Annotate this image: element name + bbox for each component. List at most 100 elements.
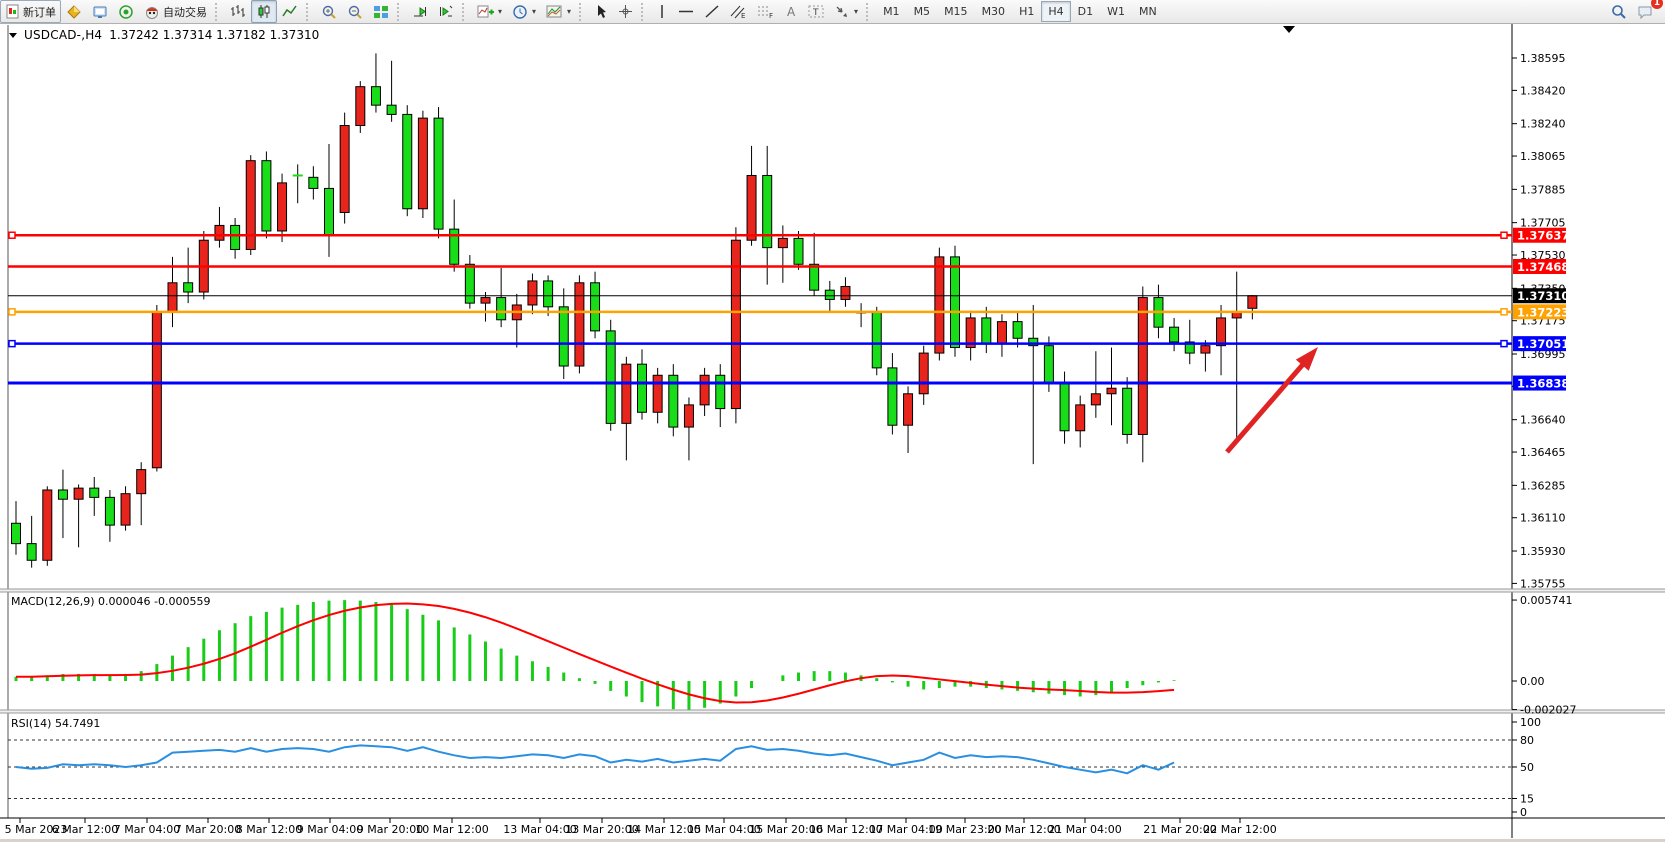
fibonacci-button[interactable]: F: [752, 0, 779, 23]
rsi-line: [15, 744, 1175, 775]
trend-arrow-head[interactable]: [1295, 347, 1318, 371]
periods-button[interactable]: ▾: [507, 0, 541, 23]
candle-bull: [480, 297, 491, 304]
chart-shift-marker[interactable]: [1283, 26, 1295, 33]
text-label-button[interactable]: T: [803, 0, 829, 23]
price-tick-label: 1.37705: [1520, 217, 1566, 230]
candle-bear: [26, 543, 37, 561]
timeframe-w1[interactable]: W1: [1107, 5, 1125, 18]
tile-windows-button[interactable]: [368, 0, 394, 23]
hline-anchor[interactable]: [8, 231, 16, 239]
candle-bull: [777, 237, 788, 249]
zoom-out-button[interactable]: [342, 0, 368, 23]
hline-anchor[interactable]: [8, 339, 16, 348]
price-badge-label: 1.37637: [1517, 229, 1569, 243]
hline-anchor[interactable]: [1500, 308, 1508, 316]
svg-text:T: T: [812, 8, 819, 18]
auto-trading-button[interactable]: 自动交易: [139, 0, 212, 23]
horizontal-line-button[interactable]: [673, 0, 699, 23]
price-tick-label: 1.37530: [1520, 249, 1566, 262]
candle-bull: [1200, 345, 1211, 354]
crosshair-icon: [619, 5, 633, 18]
candle-bull: [277, 182, 288, 232]
candle-bull: [1231, 311, 1242, 319]
timeframe-h4[interactable]: H4: [1041, 1, 1071, 22]
toolbar-grip[interactable]: [579, 2, 586, 21]
candle-bear: [887, 367, 898, 426]
chart-shift-button[interactable]: [433, 0, 459, 23]
indicators-button[interactable]: ▾: [472, 0, 507, 23]
time-tick-label: 7 Mar 20:00: [175, 823, 241, 836]
signal-icon: [119, 4, 133, 19]
candle-bull: [1216, 317, 1227, 347]
arrows-button[interactable]: ▾: [829, 0, 863, 23]
price-badge-label: 1.36838: [1517, 377, 1569, 391]
time-tick-label: 13 Mar 20:00: [565, 823, 638, 836]
channel-icon: E: [730, 5, 745, 19]
candle-bull: [683, 404, 694, 428]
bar-chart-button[interactable]: [225, 0, 251, 23]
trend-arrow-shaft[interactable]: [1225, 358, 1309, 454]
zoom-in-button[interactable]: [316, 0, 342, 23]
channel-button[interactable]: E: [725, 0, 752, 23]
signal-button[interactable]: [113, 0, 139, 23]
toolbar-grip[interactable]: [641, 2, 648, 21]
line-chart-button[interactable]: [277, 0, 303, 23]
candle-bear: [1169, 326, 1180, 343]
gold-button[interactable]: [61, 0, 87, 23]
candle-bear: [1184, 341, 1195, 354]
chat-button[interactable]: 1: [1632, 0, 1663, 23]
toolbar-grip[interactable]: [306, 2, 313, 21]
price-badge: [1513, 227, 1566, 243]
hline-anchor[interactable]: [8, 308, 16, 316]
candle-bear: [1122, 387, 1133, 435]
toolbar-grip[interactable]: [397, 2, 404, 21]
timeframe-h1[interactable]: H1: [1019, 5, 1035, 18]
rsi-axis-label: 0: [1520, 806, 1527, 819]
time-tick-label: 19 Mar 23:00: [928, 823, 1001, 836]
text-button[interactable]: A: [779, 0, 803, 23]
timeframe-m1[interactable]: M1: [883, 5, 900, 18]
terminal-button[interactable]: [87, 0, 113, 23]
candle-bull: [339, 125, 350, 213]
trendline-icon: [705, 5, 719, 18]
candle-bull: [574, 282, 585, 367]
chart-canvas[interactable]: 1.38595 1.38420 1.38240 1.38065 1.37885 1.377…: [0, 23, 1665, 842]
time-tick-label: 14 Mar 12:00: [627, 823, 700, 836]
auto-scroll-button[interactable]: [407, 0, 433, 23]
new-order-button[interactable]: 新订单: [0, 0, 61, 23]
rsi-axis-label: 50: [1520, 761, 1534, 774]
time-tick-label: 15 Mar 20:00: [749, 823, 822, 836]
hline-anchor[interactable]: [1500, 339, 1508, 348]
vertical-line-button[interactable]: [651, 0, 673, 23]
rsi-axis-label: 15: [1520, 793, 1534, 806]
timeframe-m15[interactable]: M15: [944, 5, 968, 18]
timeframe-d1[interactable]: D1: [1077, 5, 1094, 18]
search-button[interactable]: [1606, 0, 1632, 23]
timeframe-m30[interactable]: M30: [981, 5, 1006, 18]
timeframe-m5[interactable]: M5: [913, 5, 931, 18]
price-badge-label: 1.37223: [1517, 305, 1569, 319]
toolbar-grip[interactable]: [866, 2, 873, 21]
templates-button[interactable]: ▾: [541, 0, 576, 23]
horizontal-line-icon: [679, 10, 694, 13]
price-tick-label: 1.37885: [1520, 183, 1566, 196]
trendline-button[interactable]: [699, 0, 725, 23]
chart-expand-icon[interactable]: [9, 32, 17, 38]
candle-bear: [543, 280, 554, 308]
toolbar-grip[interactable]: [215, 2, 222, 21]
toolbar-grip[interactable]: [462, 2, 469, 21]
candle-bear: [57, 489, 68, 500]
candle-bull: [1090, 393, 1101, 406]
candle-bear: [793, 237, 804, 265]
candle-bear: [402, 113, 413, 210]
timeframe-mn[interactable]: MN: [1138, 5, 1157, 18]
hline-anchor[interactable]: [1500, 231, 1508, 239]
crosshair-button[interactable]: [613, 0, 638, 23]
cursor-button[interactable]: [589, 0, 613, 23]
candlestick-button[interactable]: [251, 0, 277, 23]
window-bottom-edge: [0, 839, 1665, 842]
pane-separator[interactable]: [0, 589, 1665, 592]
pane-separator[interactable]: [0, 710, 1665, 713]
